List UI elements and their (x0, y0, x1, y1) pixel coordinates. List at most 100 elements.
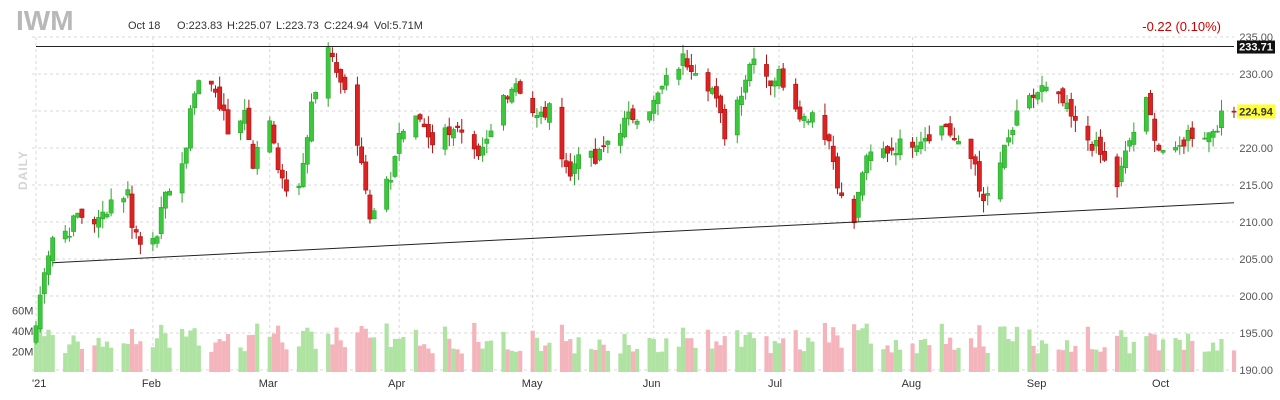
candle-body (889, 147, 895, 151)
volume-bar (868, 343, 873, 372)
date-tick-label: May (522, 378, 543, 390)
candle-body (413, 115, 419, 138)
chart-grid (32, 36, 1234, 371)
candle-body (129, 193, 135, 228)
candle-body (62, 230, 68, 240)
quote-volume: Vol:5.71M (374, 20, 423, 32)
volume-bar (739, 346, 744, 372)
candle-body (693, 73, 698, 76)
volume-bar (276, 325, 281, 372)
volume-bar (593, 349, 598, 372)
volume-bar (1144, 336, 1149, 372)
volume-bar (1027, 329, 1032, 372)
candle-body (125, 189, 131, 196)
volume-bar (1035, 353, 1040, 372)
candle-body (108, 199, 114, 214)
volume-bar (693, 347, 698, 372)
candle-body (951, 138, 957, 141)
candle-body (33, 325, 39, 343)
volume-bar (589, 348, 594, 372)
price-tick-label: 230.00 (1239, 69, 1273, 81)
candlesticks (33, 42, 1237, 345)
candle-body (71, 215, 76, 232)
volume-bar (1085, 326, 1090, 372)
ticker-symbol: IWM (16, 5, 74, 36)
candle-body (1160, 150, 1166, 153)
candle-body (985, 193, 991, 196)
volume-bar (597, 339, 602, 372)
candle-body (680, 53, 686, 66)
candle-body (1118, 165, 1124, 182)
candle-body (158, 207, 164, 235)
candle-body (1181, 139, 1187, 147)
candle-body (601, 145, 607, 147)
candle-body (179, 163, 185, 194)
candle-body (563, 160, 569, 167)
volume-bar (572, 353, 577, 372)
date-tick-label: '21 (32, 378, 46, 390)
volume-bar (221, 341, 226, 372)
volume-bar (1010, 341, 1015, 372)
support-trendline (52, 202, 1235, 264)
price-tick-label: 200.00 (1239, 291, 1273, 303)
candle-body (225, 109, 231, 135)
volume-bar (305, 327, 310, 372)
volume-tick-label: 40M (12, 326, 33, 338)
volume-bar (1190, 340, 1195, 372)
candle-body (868, 151, 874, 161)
candle-body (417, 114, 423, 120)
volume-bar (1094, 349, 1099, 372)
candle-body (1202, 137, 1208, 140)
volume-bar (660, 351, 665, 372)
volume-bars (33, 322, 1237, 372)
volume-bar (1031, 345, 1036, 372)
volume-bar (451, 348, 456, 372)
volume-bar (1060, 350, 1065, 372)
volume-bar (79, 348, 85, 372)
candle-body (797, 106, 803, 120)
volume-bar (1069, 351, 1074, 372)
candle-body (747, 64, 753, 82)
candle-body (626, 111, 632, 120)
volume-bar (543, 345, 548, 372)
volume-bar (313, 348, 318, 372)
volume-bar (388, 346, 393, 372)
candle-body (384, 178, 390, 210)
candle-body (597, 149, 602, 161)
candle-body (388, 180, 394, 183)
candle-body (221, 104, 227, 111)
candle-body (1089, 144, 1095, 151)
volume-bar (1006, 338, 1011, 372)
date-tick-label: Jun (643, 378, 661, 390)
volume-bar (1202, 351, 1207, 372)
candle-body (480, 146, 486, 156)
candle-body (939, 125, 945, 136)
volume-bar (914, 353, 919, 372)
volume-bar (1127, 353, 1132, 372)
volume-bar (1215, 350, 1220, 372)
candle-body (338, 69, 344, 83)
candle-body (1006, 137, 1011, 143)
quote-low: L:223.73 (276, 20, 319, 32)
candle-body (617, 133, 623, 146)
candle-body (1064, 102, 1070, 110)
volume-bar (363, 328, 368, 372)
volume-bar (63, 353, 68, 372)
volume-bar (1056, 349, 1061, 372)
candle-body (559, 106, 565, 160)
volume-bar (1206, 351, 1212, 372)
candle-body (1035, 92, 1041, 100)
volume-bar (576, 337, 581, 372)
candle-body (1056, 91, 1062, 95)
candle-body (718, 95, 723, 114)
candle-body (304, 137, 310, 165)
volume-bar (1115, 335, 1120, 372)
candle-body (572, 163, 577, 174)
price-tick-label: 205.00 (1239, 254, 1273, 266)
volume-bar (513, 351, 519, 372)
candle-body (300, 162, 306, 187)
volume-bar (664, 338, 669, 372)
candle-body (751, 58, 757, 65)
volume-bar (38, 324, 43, 372)
volume-bar (267, 336, 272, 372)
